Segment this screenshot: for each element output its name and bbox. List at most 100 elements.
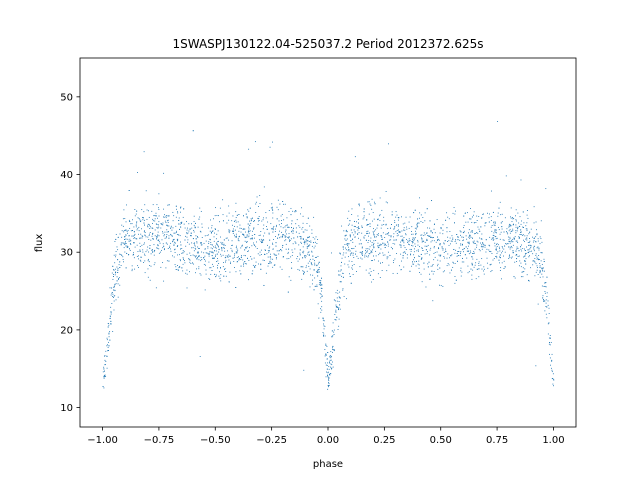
data-point bbox=[272, 227, 274, 229]
data-point bbox=[445, 219, 447, 221]
data-point bbox=[193, 231, 195, 233]
data-point bbox=[415, 230, 416, 232]
data-point bbox=[524, 261, 526, 262]
data-point bbox=[174, 252, 176, 253]
data-point bbox=[225, 237, 227, 239]
data-point bbox=[228, 212, 230, 214]
data-point bbox=[533, 206, 535, 208]
data-point bbox=[354, 231, 356, 233]
data-point bbox=[116, 280, 118, 282]
data-point bbox=[182, 270, 184, 272]
data-point bbox=[158, 221, 160, 223]
data-point bbox=[257, 217, 259, 219]
data-point bbox=[290, 207, 292, 209]
data-point bbox=[455, 242, 457, 244]
data-point bbox=[336, 297, 338, 299]
data-point bbox=[278, 253, 280, 255]
data-point bbox=[123, 209, 125, 211]
data-point bbox=[162, 231, 163, 233]
data-point bbox=[472, 237, 473, 239]
data-point bbox=[138, 233, 139, 235]
data-point bbox=[506, 232, 508, 234]
data-point bbox=[161, 249, 162, 251]
data-point bbox=[361, 253, 363, 255]
data-point bbox=[214, 273, 216, 275]
data-point bbox=[299, 249, 301, 251]
data-point bbox=[254, 141, 256, 143]
data-point bbox=[495, 232, 497, 234]
data-point bbox=[504, 266, 506, 268]
data-point bbox=[520, 262, 522, 264]
data-point bbox=[524, 268, 526, 270]
data-point bbox=[464, 254, 466, 256]
data-point bbox=[218, 215, 219, 217]
data-point bbox=[460, 231, 462, 233]
data-point bbox=[243, 265, 245, 267]
data-point bbox=[426, 233, 428, 235]
data-point bbox=[245, 263, 247, 265]
data-point bbox=[128, 254, 130, 256]
data-point bbox=[544, 300, 546, 302]
data-point bbox=[463, 251, 464, 253]
data-point bbox=[340, 269, 342, 271]
data-point bbox=[401, 235, 403, 237]
data-point bbox=[258, 220, 260, 221]
data-point bbox=[152, 220, 154, 222]
data-point bbox=[432, 265, 434, 267]
data-point bbox=[452, 212, 454, 214]
data-point bbox=[468, 253, 470, 255]
data-point bbox=[386, 258, 388, 260]
data-point bbox=[303, 241, 305, 243]
data-point bbox=[447, 253, 449, 255]
data-point bbox=[260, 240, 262, 242]
data-point bbox=[272, 231, 274, 233]
data-point bbox=[373, 228, 374, 230]
data-point bbox=[370, 250, 372, 252]
data-point bbox=[107, 344, 108, 346]
data-point bbox=[368, 235, 369, 237]
data-point bbox=[217, 230, 219, 232]
data-point bbox=[429, 254, 431, 256]
data-point bbox=[459, 239, 461, 241]
data-point bbox=[353, 229, 355, 231]
data-point bbox=[104, 375, 106, 377]
data-point bbox=[281, 235, 283, 237]
data-point bbox=[520, 179, 522, 181]
data-point bbox=[453, 207, 455, 209]
data-point bbox=[157, 217, 158, 219]
data-point bbox=[524, 260, 526, 262]
data-point bbox=[306, 240, 308, 242]
data-point bbox=[347, 224, 349, 226]
data-point bbox=[439, 244, 441, 246]
data-point bbox=[175, 266, 177, 268]
data-point bbox=[520, 246, 522, 248]
data-point bbox=[172, 220, 174, 222]
data-point bbox=[381, 239, 383, 240]
data-point bbox=[137, 217, 139, 219]
data-point bbox=[127, 232, 128, 234]
data-point bbox=[214, 257, 215, 259]
data-point bbox=[371, 244, 373, 246]
data-point bbox=[395, 211, 397, 213]
data-point bbox=[404, 247, 406, 249]
data-point bbox=[397, 217, 399, 218]
data-point bbox=[509, 236, 511, 238]
data-point bbox=[430, 231, 432, 233]
data-point bbox=[358, 237, 359, 239]
data-point bbox=[385, 191, 387, 192]
data-point bbox=[297, 260, 299, 262]
data-point bbox=[339, 297, 341, 299]
data-point bbox=[455, 239, 457, 241]
data-point bbox=[271, 208, 273, 210]
data-point bbox=[155, 223, 157, 225]
data-point bbox=[302, 246, 304, 248]
data-point bbox=[117, 259, 119, 261]
data-point bbox=[356, 227, 358, 228]
data-point bbox=[236, 214, 238, 216]
data-point bbox=[191, 242, 193, 244]
data-point bbox=[521, 271, 523, 273]
data-point bbox=[474, 248, 476, 250]
data-point bbox=[287, 226, 289, 228]
data-point bbox=[400, 269, 402, 270]
data-point bbox=[323, 323, 324, 325]
